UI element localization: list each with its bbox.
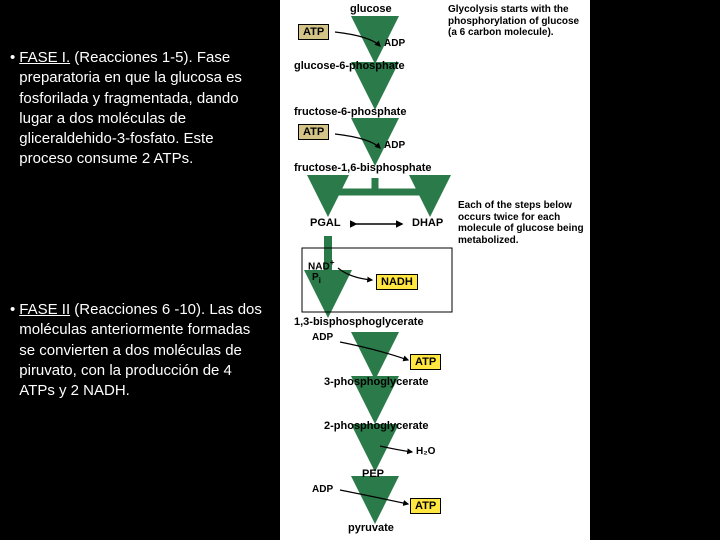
atp-out-box-2: ATP <box>410 498 441 514</box>
atp-box-1: ATP <box>298 24 329 40</box>
pgal-label: PGAL <box>310 217 341 229</box>
g6p-label: glucose-6-phosphate <box>294 60 405 72</box>
fbp-label: fructose-1,6-bisphosphate <box>294 162 432 174</box>
pyruvate-label: pyruvate <box>348 522 394 534</box>
caption-mid: Each of the steps below occurs twice for… <box>458 200 588 246</box>
h2o-label: H₂O <box>416 446 435 457</box>
fase1-title: FASE I. <box>19 49 70 66</box>
atp-box-2: ATP <box>298 124 329 140</box>
adp-label-1: ADP <box>384 38 405 49</box>
fase1-text: • FASE I. (Reacciones 1-5). Fase prepara… <box>10 48 270 170</box>
caption-top: Glycolysis starts with the phosphorylati… <box>448 4 584 39</box>
atp-out-box-1: ATP <box>410 354 441 370</box>
nad-label: NAD+ <box>308 258 335 272</box>
fase2-text: • FASE II (Reacciones 6 -10). Las dos mo… <box>10 300 270 401</box>
fase1-body: (Reacciones 1-5). Fase preparatoria en q… <box>19 49 242 167</box>
nadh-box: NADH <box>376 274 418 290</box>
bpg-label: 1,3-bisphosphoglycerate <box>294 316 424 328</box>
adp-label-2: ADP <box>384 140 405 151</box>
adp-label-3: ADP <box>312 332 333 343</box>
pep-label: PEP <box>362 468 384 480</box>
pi-label: Pi <box>312 272 321 285</box>
adp-label-4: ADP <box>312 484 333 495</box>
glycolysis-diagram: glucose glucose-6-phosphate fructose-6-p… <box>280 0 590 540</box>
pg3-label: 3-phosphoglycerate <box>324 376 429 388</box>
glucose-label: glucose <box>350 3 392 15</box>
fase2-title: FASE II <box>19 301 70 318</box>
f6p-label: fructose-6-phosphate <box>294 106 406 118</box>
pg2-label: 2-phosphoglycerate <box>324 420 429 432</box>
dhap-label: DHAP <box>412 217 443 229</box>
